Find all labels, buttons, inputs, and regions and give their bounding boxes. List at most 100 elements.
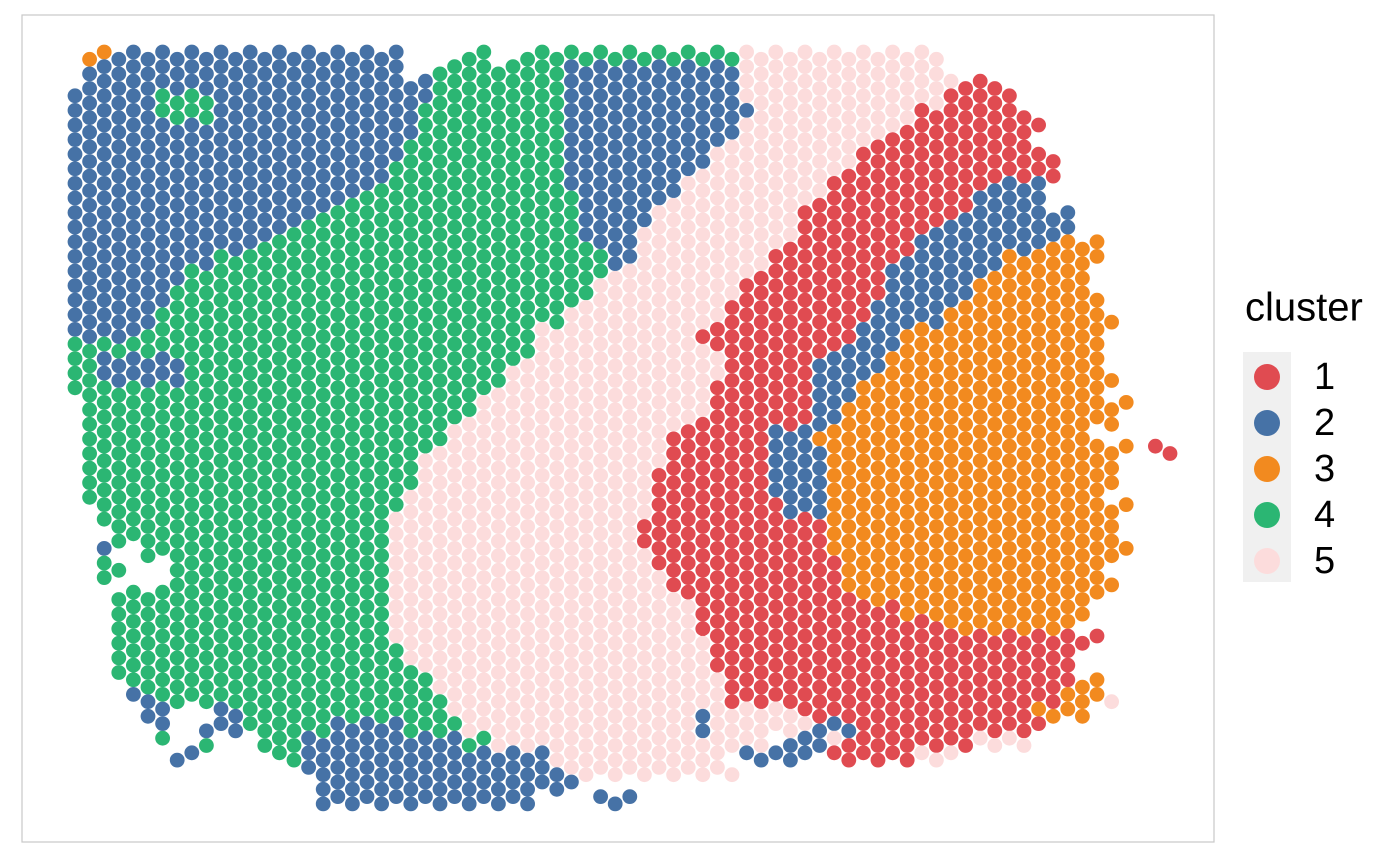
spot (826, 643, 842, 658)
spot (199, 635, 214, 651)
spot (345, 460, 360, 476)
spot (797, 701, 813, 717)
spot (841, 650, 857, 666)
spot (1016, 343, 1032, 359)
spot (885, 307, 900, 323)
spot (826, 424, 842, 439)
spot (768, 438, 784, 454)
spot (651, 482, 667, 498)
spot (505, 614, 521, 629)
spot (286, 227, 302, 242)
spot (272, 322, 287, 337)
spot (388, 570, 404, 585)
spot (929, 621, 944, 637)
spot (841, 314, 857, 330)
spot (680, 336, 696, 352)
spot (987, 519, 1003, 534)
spot (826, 511, 842, 527)
spot (476, 541, 492, 556)
spot (432, 256, 448, 272)
spot (155, 584, 171, 600)
spot (155, 219, 171, 235)
spot (564, 176, 579, 191)
spot (710, 745, 725, 761)
spot (958, 650, 973, 666)
spot (841, 723, 857, 739)
spot (1104, 577, 1119, 593)
legend-swatch (1254, 456, 1280, 482)
spot (505, 322, 521, 337)
spot (1002, 511, 1017, 527)
spot (914, 278, 930, 293)
spot (272, 526, 287, 542)
spot (1089, 395, 1105, 410)
spot (257, 665, 273, 680)
spot (739, 73, 754, 89)
spot (826, 526, 842, 542)
spot (797, 482, 813, 498)
spot (388, 789, 404, 804)
spot (812, 270, 827, 286)
spot (505, 380, 521, 396)
spot (797, 526, 813, 542)
spot (111, 314, 127, 330)
spot (680, 438, 696, 454)
spot (257, 650, 273, 666)
spot (870, 533, 886, 549)
spot (666, 767, 681, 783)
spot (1060, 307, 1076, 323)
spot (315, 504, 331, 520)
spot (374, 767, 389, 783)
spot (359, 117, 375, 133)
spot (82, 373, 97, 388)
spot (695, 197, 711, 213)
spot (607, 665, 623, 680)
spot (272, 117, 287, 133)
spot (169, 621, 185, 637)
spot (242, 103, 258, 118)
spot (783, 197, 798, 213)
spot (403, 183, 419, 199)
spot (987, 489, 1003, 505)
spot (899, 621, 915, 637)
spot (272, 380, 287, 396)
spot (680, 730, 696, 746)
spot (783, 124, 798, 140)
spot (257, 168, 273, 184)
spot (125, 205, 141, 221)
spot (359, 59, 375, 74)
spot (1031, 643, 1046, 658)
spot (403, 343, 419, 359)
spot (987, 446, 1003, 461)
spot (549, 475, 565, 491)
spot (710, 176, 725, 191)
spot (505, 365, 521, 381)
spot (564, 292, 579, 308)
spot (403, 519, 419, 534)
spot (257, 110, 273, 126)
spot (140, 694, 156, 710)
spot (345, 694, 360, 710)
spot (491, 270, 506, 286)
spot (461, 665, 477, 680)
spot (476, 409, 492, 425)
spot (418, 161, 433, 177)
spot (461, 110, 477, 126)
spot (797, 351, 813, 366)
spot (1045, 154, 1061, 169)
spot (1016, 679, 1032, 695)
spot (125, 249, 141, 264)
spot (301, 176, 316, 191)
spot (1002, 628, 1017, 644)
spot (1016, 562, 1032, 578)
spot (228, 416, 244, 432)
spot (330, 395, 346, 410)
spot (418, 336, 433, 352)
spot (432, 431, 448, 447)
spot (710, 322, 725, 337)
spot (418, 760, 433, 775)
spot (680, 395, 696, 410)
spot (315, 270, 331, 286)
spot (695, 314, 711, 330)
spot (184, 249, 200, 264)
